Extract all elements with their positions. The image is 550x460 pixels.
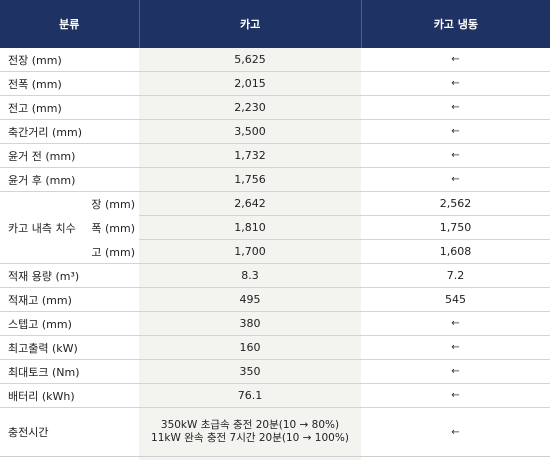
- table-row: 최고출력 (kW) 160 ←: [0, 336, 550, 360]
- frozen-value: ←: [451, 366, 460, 377]
- table-row: 충전시간 350kW 초급속 충전 20분(10 → 80%) 11kW 완속 …: [0, 408, 550, 457]
- row-label: 전장 (mm): [8, 53, 62, 67]
- divider: [139, 239, 550, 240]
- inner-sub-label: 폭 (mm): [91, 221, 135, 235]
- table-row: 윤거 후 (mm) 1,756 ←: [0, 168, 550, 192]
- header-cargo: 카고: [138, 0, 361, 48]
- row-label: 축간거리 (mm): [8, 125, 82, 139]
- table-row: 폭 (mm) 1,810 1,750: [0, 216, 550, 239]
- frozen-value: 1,750: [439, 221, 472, 234]
- cargo-column-shade: [139, 48, 361, 460]
- charging-line-slow: 11kW 완속 충전 7시간 20분(10 → 100%): [151, 432, 349, 444]
- cargo-value: 1,810: [234, 221, 266, 234]
- table-row: 적재 용량 (m³) 8.3 7.2: [0, 264, 550, 288]
- row-label: 윤거 후 (mm): [8, 173, 76, 187]
- table-row: 장 (mm) 2,642 2,562: [0, 192, 550, 215]
- cargo-value: 76.1: [237, 389, 263, 402]
- table-row: 전고 (mm) 2,230 ←: [0, 96, 550, 120]
- table-row: 축간거리 (mm) 3,500 ←: [0, 120, 550, 144]
- table-row: 전장 (mm) 5,625 ←: [0, 48, 550, 72]
- frozen-value: ←: [451, 78, 460, 89]
- table-row: 전폭 (mm) 2,015 ←: [0, 72, 550, 96]
- row-label: 충전시간: [8, 426, 49, 439]
- table-row: 스텝고 (mm) 380 ←: [0, 312, 550, 336]
- table-row: 고 (mm) 1,700 1,608: [0, 240, 550, 263]
- table-row: 윤거 전 (mm) 1,732 ←: [0, 144, 550, 168]
- frozen-value: ←: [451, 390, 460, 401]
- row-label: 적재고 (mm): [8, 293, 72, 307]
- row-label: 윤거 전 (mm): [8, 149, 76, 163]
- row-label: 전고 (mm): [8, 101, 62, 115]
- frozen-value: ←: [451, 126, 460, 137]
- inner-sub-label: 고 (mm): [91, 245, 135, 259]
- frozen-value: 545: [445, 293, 466, 306]
- row-label: 최고출력 (kW): [8, 341, 78, 355]
- frozen-value: ←: [451, 318, 460, 329]
- row-label: 적재 용량 (m³): [8, 269, 80, 283]
- frozen-value: ←: [451, 174, 460, 185]
- frozen-value: ←: [451, 342, 460, 353]
- frozen-value: ←: [451, 102, 460, 113]
- frozen-value: ←: [451, 426, 460, 438]
- row-label: 배터리 (kWh): [8, 389, 75, 403]
- inner-dimensions-label: 카고 내측 치수: [8, 222, 76, 235]
- charging-line-fast: 350kW 초급속 충전 20분(10 → 80%): [160, 419, 340, 431]
- frozen-value: ←: [451, 150, 460, 161]
- table-row: 배터리 (kWh) 76.1 ←: [0, 384, 550, 408]
- header-category: 분류: [59, 18, 80, 31]
- frozen-value: 2,562: [439, 197, 472, 210]
- cargo-value: 1,756: [234, 173, 266, 186]
- row-label: 최대토크 (Nm): [8, 365, 80, 379]
- table-header: 분류 카고 카고 냉동: [0, 0, 550, 48]
- cargo-value: 8.3: [241, 269, 259, 282]
- cargo-value: 3,500: [234, 125, 266, 138]
- cargo-value: 1,732: [234, 149, 266, 162]
- cargo-value: 5,625: [234, 53, 266, 66]
- table-row: 최대토크 (Nm) 350 ←: [0, 360, 550, 384]
- charging-time-cell: 350kW 초급속 충전 20분(10 → 80%) 11kW 완속 충전 7시…: [139, 408, 361, 456]
- cargo-value: 380: [239, 317, 261, 330]
- row-label: 전폭 (mm): [8, 77, 62, 91]
- header-cargo-frozen: 카고 냉동: [360, 0, 550, 48]
- cargo-value: 1,700: [234, 245, 266, 258]
- cargo-value: 2,015: [234, 77, 266, 90]
- cargo-value: 160: [239, 341, 261, 354]
- cargo-value: 495: [239, 293, 261, 306]
- frozen-value: 7.2: [446, 269, 465, 282]
- inner-sub-label: 장 (mm): [91, 197, 135, 211]
- frozen-value: ←: [451, 54, 460, 65]
- table-row: 적재고 (mm) 495 545: [0, 288, 550, 312]
- cargo-value: 2,642: [234, 197, 266, 210]
- row-label: 스텝고 (mm): [8, 317, 72, 331]
- frozen-value: 1,608: [439, 245, 472, 258]
- cargo-value: 2,230: [234, 101, 266, 114]
- cargo-value: 350: [239, 365, 261, 378]
- divider: [139, 215, 550, 216]
